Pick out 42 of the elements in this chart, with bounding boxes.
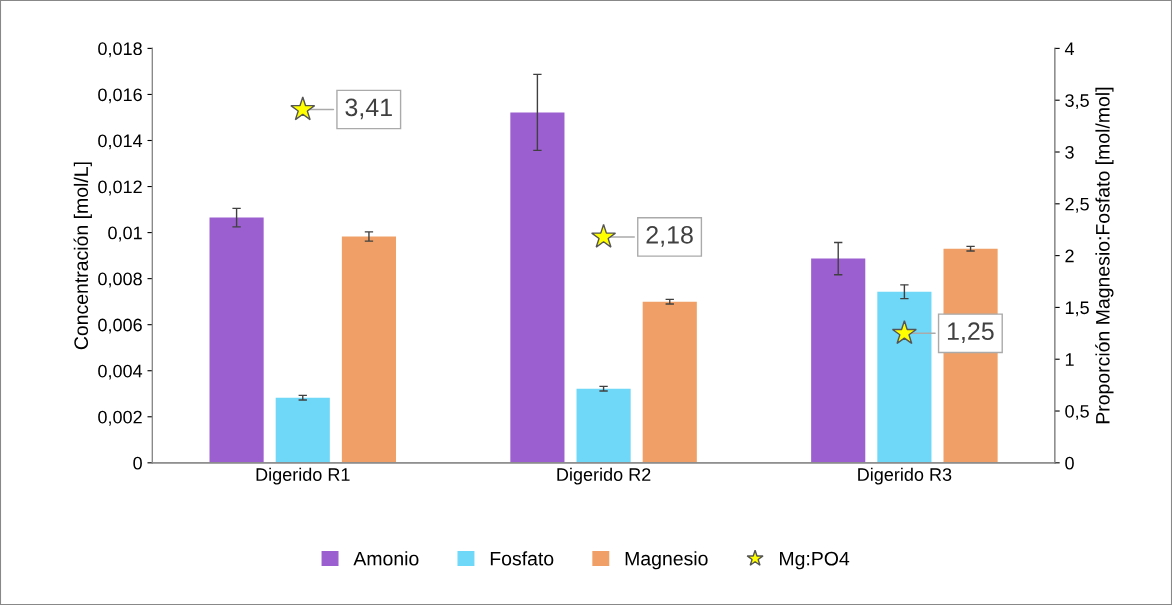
y-tick-label: 0,012 xyxy=(98,180,142,196)
y2-tick-label: 0,5 xyxy=(1065,404,1089,420)
legend-label: Fosfato xyxy=(490,551,554,566)
y-tick-label: 0,016 xyxy=(98,88,142,104)
y2-tick-label: 2,5 xyxy=(1065,197,1089,213)
y2-axis-title: Proporción Magnesio:Fosfato [mol/mol] xyxy=(1095,87,1114,424)
data-label: 1,25 xyxy=(947,322,994,343)
bar xyxy=(341,236,397,463)
bar xyxy=(275,397,330,463)
y2-tick-label: 1,5 xyxy=(1065,301,1089,317)
y2-tick-label: 3,5 xyxy=(1065,94,1089,110)
y-tick-label: 0,01 xyxy=(108,226,142,242)
y2-tick-label: 0 xyxy=(1065,456,1074,470)
bar xyxy=(209,217,264,463)
point xyxy=(590,223,617,248)
y2-tick-label: 4 xyxy=(1064,42,1075,55)
x-tick-label: Digerido R1 xyxy=(256,467,350,485)
bar xyxy=(510,112,565,463)
legend-label: Mg:PO4 xyxy=(780,551,850,570)
x-tick-label: Digerido R2 xyxy=(557,467,651,485)
y2-tick-label: 3 xyxy=(1065,145,1074,159)
data-label: 2,18 xyxy=(646,225,693,247)
bar xyxy=(576,388,631,463)
y-tick-label: 0,006 xyxy=(98,318,142,334)
legend-label: Magnesio xyxy=(625,551,708,570)
y2-tick-label: 2 xyxy=(1065,249,1074,263)
y-tick-label: 0,008 xyxy=(98,272,142,288)
legend-label: Amonio xyxy=(353,551,419,566)
bar xyxy=(811,258,866,463)
point xyxy=(290,96,316,121)
bar xyxy=(877,291,932,463)
y2-tick-label: 1 xyxy=(1065,353,1074,366)
y-tick-label: 0,004 xyxy=(98,364,143,380)
y-tick-label: 0,018 xyxy=(98,42,142,58)
y-axis-title: Concentración [mol/L] xyxy=(73,162,92,350)
y-tick-label: 0,014 xyxy=(98,134,143,150)
bar xyxy=(642,301,697,463)
y-tick-label: 0,002 xyxy=(98,410,142,426)
data-label: 3,41 xyxy=(345,98,392,120)
y-tick-label: 0 xyxy=(133,456,142,470)
x-tick-label: Digerido R3 xyxy=(858,467,952,485)
point xyxy=(891,320,917,345)
